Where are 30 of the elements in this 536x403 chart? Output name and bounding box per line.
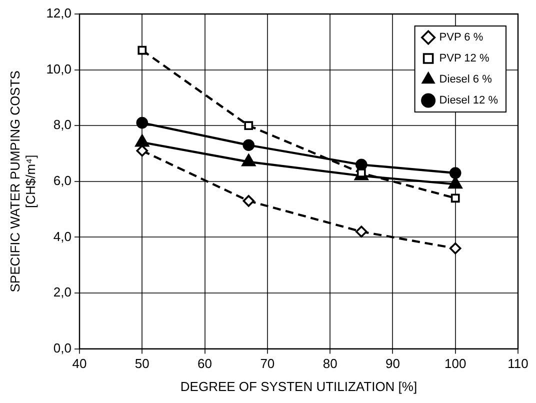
legend-label: PVP 6 % (439, 32, 484, 44)
point (244, 121, 254, 130)
point (449, 167, 462, 179)
point (450, 194, 460, 203)
y-tick-label: 12,0 (46, 6, 72, 21)
y-tick-label: 0,0 (53, 340, 72, 356)
point (242, 139, 255, 152)
x-tick-label: 60 (198, 356, 212, 372)
x-axis-title: DEGREE OF SYSTEN UTILIZATION [%] (180, 378, 418, 394)
legend-label: PVP 12 % (439, 52, 490, 65)
point (136, 116, 148, 129)
point (242, 195, 255, 207)
x-tick-label: 110 (508, 356, 528, 372)
y-tick-label: 8,0 (53, 117, 72, 132)
x-tick-label: 40 (72, 356, 87, 372)
y-tick-label: 6,0 (53, 172, 72, 188)
point (138, 46, 147, 55)
y-tick-label: 10,0 (46, 61, 72, 76)
x-tick-label: 100 (444, 356, 466, 372)
x-tick-label: 80 (322, 356, 338, 372)
legend-label: Diesel 6 % (439, 74, 492, 86)
point (449, 242, 462, 254)
y-tick-label: 4,0 (53, 228, 72, 244)
y-axis-title: SPECIFIC WATER PUMPING COSTS [CH$/m⁴] (7, 70, 38, 292)
y-tick-label: 2,0 (53, 284, 72, 300)
point (355, 226, 368, 238)
x-tick-label: 70 (260, 356, 275, 372)
x-tick-label: 50 (134, 356, 150, 372)
legend-label: Diesel 12 % (439, 94, 498, 107)
x-tick-label: 90 (385, 356, 400, 372)
